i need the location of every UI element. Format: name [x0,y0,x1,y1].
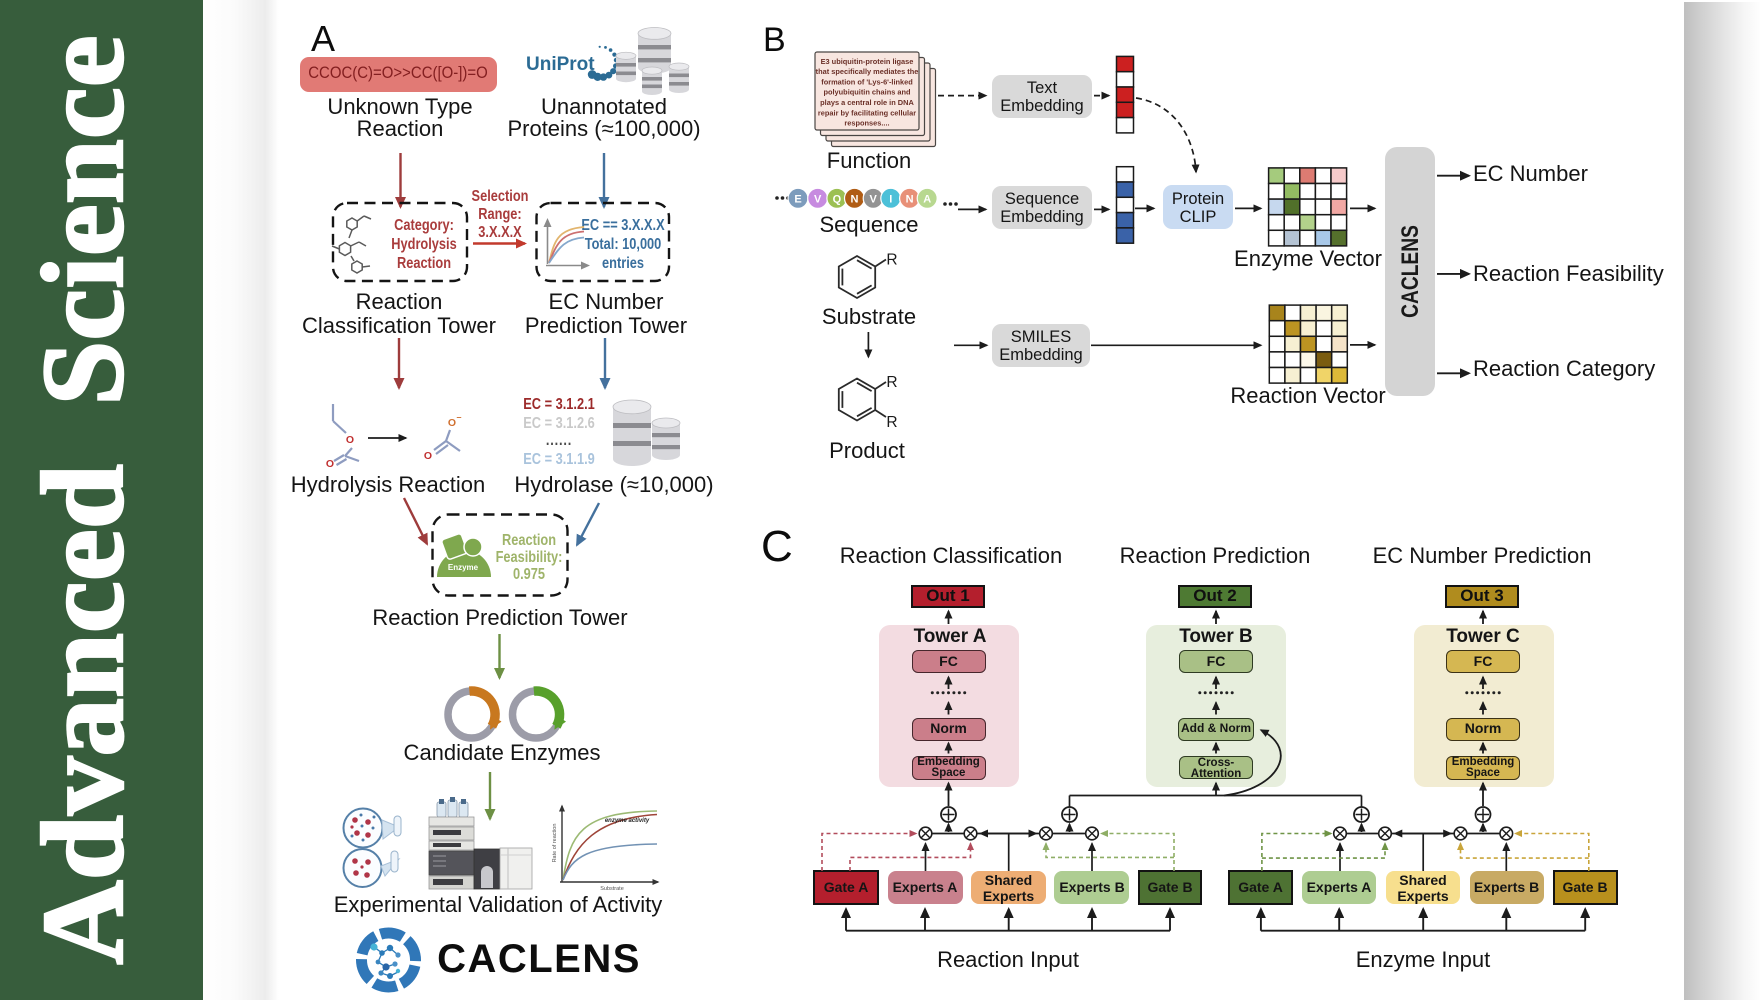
svg-text:O: O [448,417,456,429]
svg-text:E3 ubiquitin-protein ligase: E3 ubiquitin-protein ligase [821,57,914,66]
svg-text:V: V [870,193,878,205]
svg-text:enzyme activity: enzyme activity [605,818,650,824]
svg-text:O: O [326,458,334,470]
svg-text:V: V [814,193,822,205]
svg-text:Advanced Science: Advanced Science [19,35,148,964]
svg-text:Rate of reaction: Rate of reaction [552,824,558,863]
svg-text:Substrate: Substrate [600,886,624,892]
svg-text:R: R [886,252,897,269]
svg-text:Q: Q [833,193,842,205]
svg-text:N: N [851,193,859,205]
svg-text:N: N [906,193,914,205]
svg-text:R: R [886,414,897,431]
svg-text:R: R [886,374,897,391]
svg-text:O: O [424,450,432,462]
svg-text:plays a central role in DNA: plays a central role in DNA [820,98,914,107]
svg-text:UniProt: UniProt [526,54,595,75]
svg-text:responses....: responses.... [844,119,889,128]
svg-text:CACLENS: CACLENS [1396,225,1424,318]
svg-text:formation of 'Lys-6'-linked: formation of 'Lys-6'-linked [821,77,913,86]
svg-text:polyubiquitin chains and: polyubiquitin chains and [823,88,911,97]
svg-text:Enzyme: Enzyme [448,563,479,572]
svg-text:A: A [923,193,931,205]
svg-text:E: E [794,193,801,205]
svg-text:I: I [889,193,892,205]
svg-text:–: – [456,412,461,422]
svg-text:repair by facilitating cellula: repair by facilitating cellular [818,108,916,117]
svg-text:O: O [346,434,354,446]
svg-text:that specifically mediates the: that specifically mediates the [816,67,919,76]
